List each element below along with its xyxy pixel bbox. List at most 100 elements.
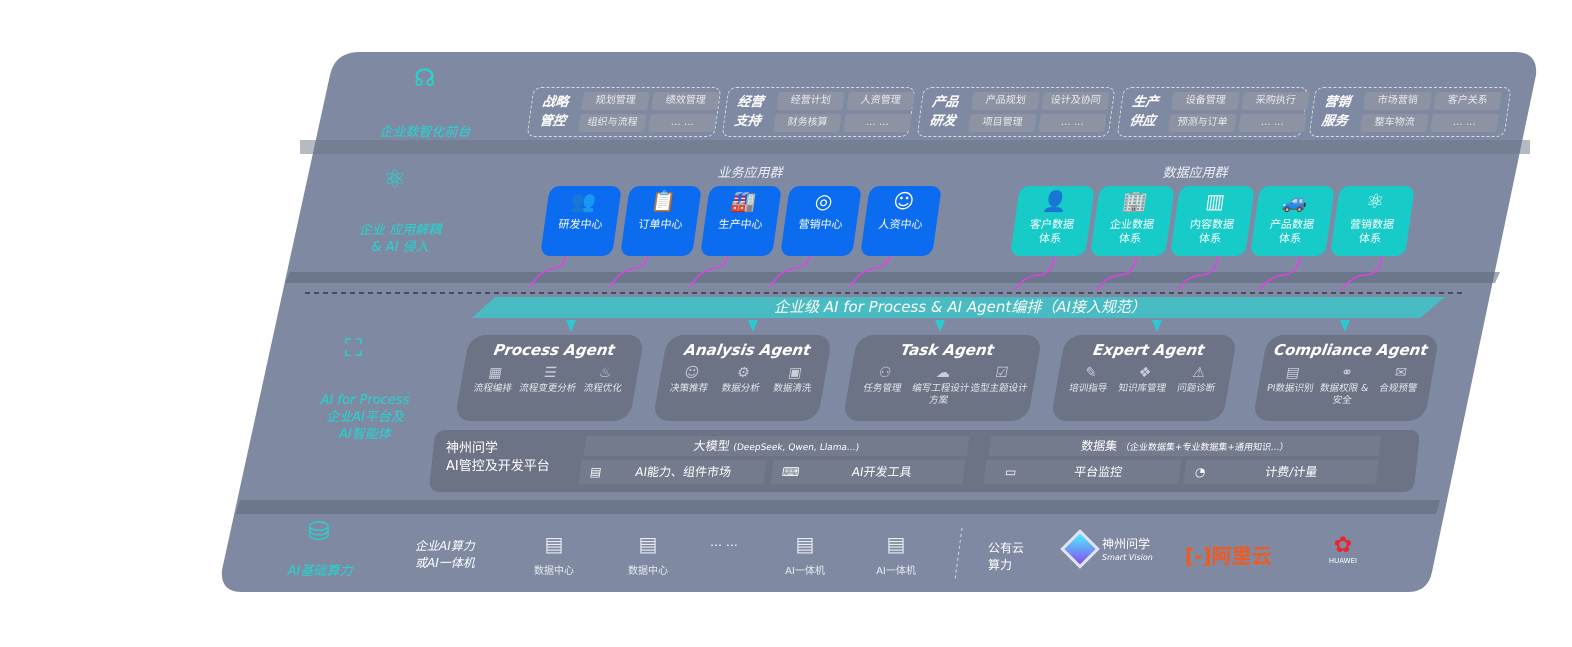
dataset-bar: 数据集 （企业数据集+专业数据集+通用知识...）	[988, 436, 1382, 456]
group-title: 战略管控	[538, 95, 570, 129]
aliyun-logo: [-]阿里云	[1185, 544, 1272, 568]
data-tile[interactable]: ▥ 内容数据 体系	[1170, 186, 1255, 256]
function-group: 产品研发 产品规划 设计及协同 项目管理… …	[916, 87, 1116, 137]
group-title: 生产供应	[1128, 95, 1160, 129]
business-tile[interactable]: 👥 研发中心	[540, 186, 622, 256]
ellipsis: … …	[710, 535, 738, 549]
capability-icon: ⚇	[877, 365, 893, 381]
brain-icon: ☊	[414, 64, 436, 92]
user-icon: 👤	[1041, 189, 1070, 213]
data-tile[interactable]: 🏢 企业数据 体系	[1090, 186, 1175, 256]
orchestration-banner: 企业级 AI for Process & AI Agent编排（AI接入规范）	[774, 298, 1146, 316]
monitor-icon: ▭	[1004, 465, 1018, 479]
function-group: 生产供应 设备管理 采购执行 预测与订单… …	[1116, 87, 1310, 137]
data-tile[interactable]: ⚛ 营销数据 体系	[1330, 186, 1415, 256]
function-tag[interactable]: 经营计划	[776, 92, 845, 110]
function-tag[interactable]: … …	[1430, 114, 1499, 132]
group-title: 经营支持	[733, 95, 765, 129]
capability-icon: ▤	[1284, 365, 1301, 381]
capability-icon: ☑	[994, 365, 1010, 381]
agent-card[interactable]: Compliance Agent ▤ PI数据识别 ⚭ 数据权限 & 安全 ✉ 合规预警	[1252, 335, 1440, 421]
agent-card[interactable]: Expert Agent ✎ 培训指导 ❖ 知识库管理 ⚠ 问题诊断	[1050, 335, 1238, 421]
agent-capability: ☑ 造型主题设计	[968, 365, 1033, 395]
function-tag[interactable]: 市场营销	[1363, 92, 1432, 110]
server-4: ▤ AI一体机	[866, 532, 926, 577]
agent-capability: ▣ 数据清洗	[761, 365, 826, 395]
capability-icon: ▣	[787, 365, 804, 381]
dev-tools[interactable]: ⌨ AI开发工具	[770, 460, 966, 484]
capability-icon: ✉	[1393, 365, 1409, 381]
business-title: 业务应用群	[717, 166, 783, 181]
car-icon: 🚙	[1281, 189, 1310, 213]
agent-card[interactable]: Task Agent ⚇ 任务管理 ☁ 编写工程设计方案 ☑ 造型主题设计	[842, 335, 1043, 421]
server-icon: ▤	[886, 532, 906, 556]
layer3-label: AI for Process 企业AI平台及 AI智能体	[320, 393, 410, 442]
business-tile[interactable]: ◎ 营销中心	[780, 186, 862, 256]
agent-capability: ☁ 编写工程设计方案	[907, 365, 974, 407]
function-tag[interactable]: … …	[1238, 114, 1307, 132]
data-title: 数据应用群	[1162, 166, 1228, 181]
server-3: ▤ AI一体机	[775, 532, 835, 577]
component-market[interactable]: ▤ AI能力、组件市场	[578, 460, 767, 484]
function-tag[interactable]: 人资管理	[846, 92, 915, 110]
function-tag[interactable]: 采购执行	[1241, 92, 1310, 110]
market-icon: ▤	[589, 465, 603, 479]
business-tile[interactable]: 🏭 生产中心	[700, 186, 782, 256]
server-icon: ▤	[638, 532, 658, 556]
billing[interactable]: ◔ 计费/计量	[1183, 460, 1379, 484]
function-tag[interactable]: … …	[1038, 114, 1107, 132]
public-cloud-label: 公有云 算力	[988, 541, 1025, 572]
building-icon: 🏢	[1121, 189, 1150, 213]
function-group: 营销服务 市场营销 客户关系 整车物流… …	[1308, 87, 1512, 137]
business-tile[interactable]: ☺ 人资中心	[860, 186, 942, 256]
books-icon: ▥	[1204, 189, 1227, 213]
atom-icon: ⚛	[1364, 189, 1386, 213]
agent-card[interactable]: Process Agent ▦ 流程编排 ☰ 流程变更分析 ♨ 流程优化	[454, 335, 645, 421]
database-icon: ⛁	[308, 517, 330, 547]
function-tag[interactable]: 规划管理	[581, 92, 650, 110]
function-group: 战略管控 规划管理 绩效管理 组织与流程… …	[526, 87, 722, 137]
server-1: ▤ 数据中心	[524, 532, 584, 577]
tools-icon: ⌨	[781, 465, 801, 479]
function-tag[interactable]: 预测与订单	[1168, 114, 1237, 132]
person-icon: ☺	[891, 189, 916, 213]
agent-capability: ⚠ 问题诊断	[1165, 365, 1230, 395]
group-title: 产品研发	[928, 95, 960, 129]
platform-title: 神州问学 AI管控及开发平台	[446, 441, 550, 474]
function-tag[interactable]: 财务核算	[773, 114, 842, 132]
function-tag[interactable]: 设计及协同	[1041, 92, 1110, 110]
function-tag[interactable]: … …	[648, 114, 717, 132]
server-2: ▤ 数据中心	[618, 532, 678, 577]
function-tag[interactable]: 产品规划	[971, 92, 1040, 110]
server-icon: ▤	[544, 532, 564, 556]
function-tag[interactable]: 项目管理	[968, 114, 1037, 132]
business-tile[interactable]: 📋 订单中心	[620, 186, 702, 256]
factory-icon: 🏭	[729, 189, 758, 213]
model-bar: 大模型 (DeepSeek, Qwen, Llama...)	[583, 436, 970, 456]
clipboard-icon: 📋	[649, 189, 678, 213]
group-title: 营销服务	[1320, 95, 1352, 129]
users-icon: 👥	[569, 189, 598, 213]
function-tag[interactable]: 设备管理	[1171, 92, 1240, 110]
capability-icon: ✎	[1083, 365, 1099, 381]
function-tag[interactable]: … …	[843, 114, 912, 132]
function-tag[interactable]: 客户关系	[1433, 92, 1502, 110]
molecule-icon: ⚛	[383, 165, 407, 195]
target-icon: ◎	[813, 189, 835, 213]
data-tile[interactable]: 🚙 产品数据 体系	[1250, 186, 1335, 256]
agent-card[interactable]: Analysis Agent ☺ 决策推荐 ⚙ 数据分析 ▣ 数据清洗	[652, 335, 833, 421]
agent-capability: ⚇ 任务管理	[851, 365, 916, 395]
layer4-label: AI基础算力	[287, 564, 353, 579]
layer2-label: 企业 应用解耦 & AI 侵入	[358, 223, 442, 255]
capability-icon: ☰	[542, 365, 559, 381]
function-tag[interactable]: 整车物流	[1360, 114, 1429, 132]
capability-icon: ⚭	[1339, 365, 1355, 381]
agent-capability: ✉ 合规预警	[1367, 365, 1432, 395]
capability-icon: ☁	[934, 365, 952, 381]
function-tag[interactable]: 组织与流程	[578, 114, 647, 132]
data-tile[interactable]: 👤 客户数据 体系	[1010, 186, 1095, 256]
agent-capability: ♨ 流程优化	[572, 365, 637, 395]
function-tag[interactable]: 绩效管理	[651, 92, 720, 110]
platform-monitor[interactable]: ▭ 平台监控	[983, 460, 1182, 484]
capability-icon: ⚠	[1191, 365, 1207, 381]
